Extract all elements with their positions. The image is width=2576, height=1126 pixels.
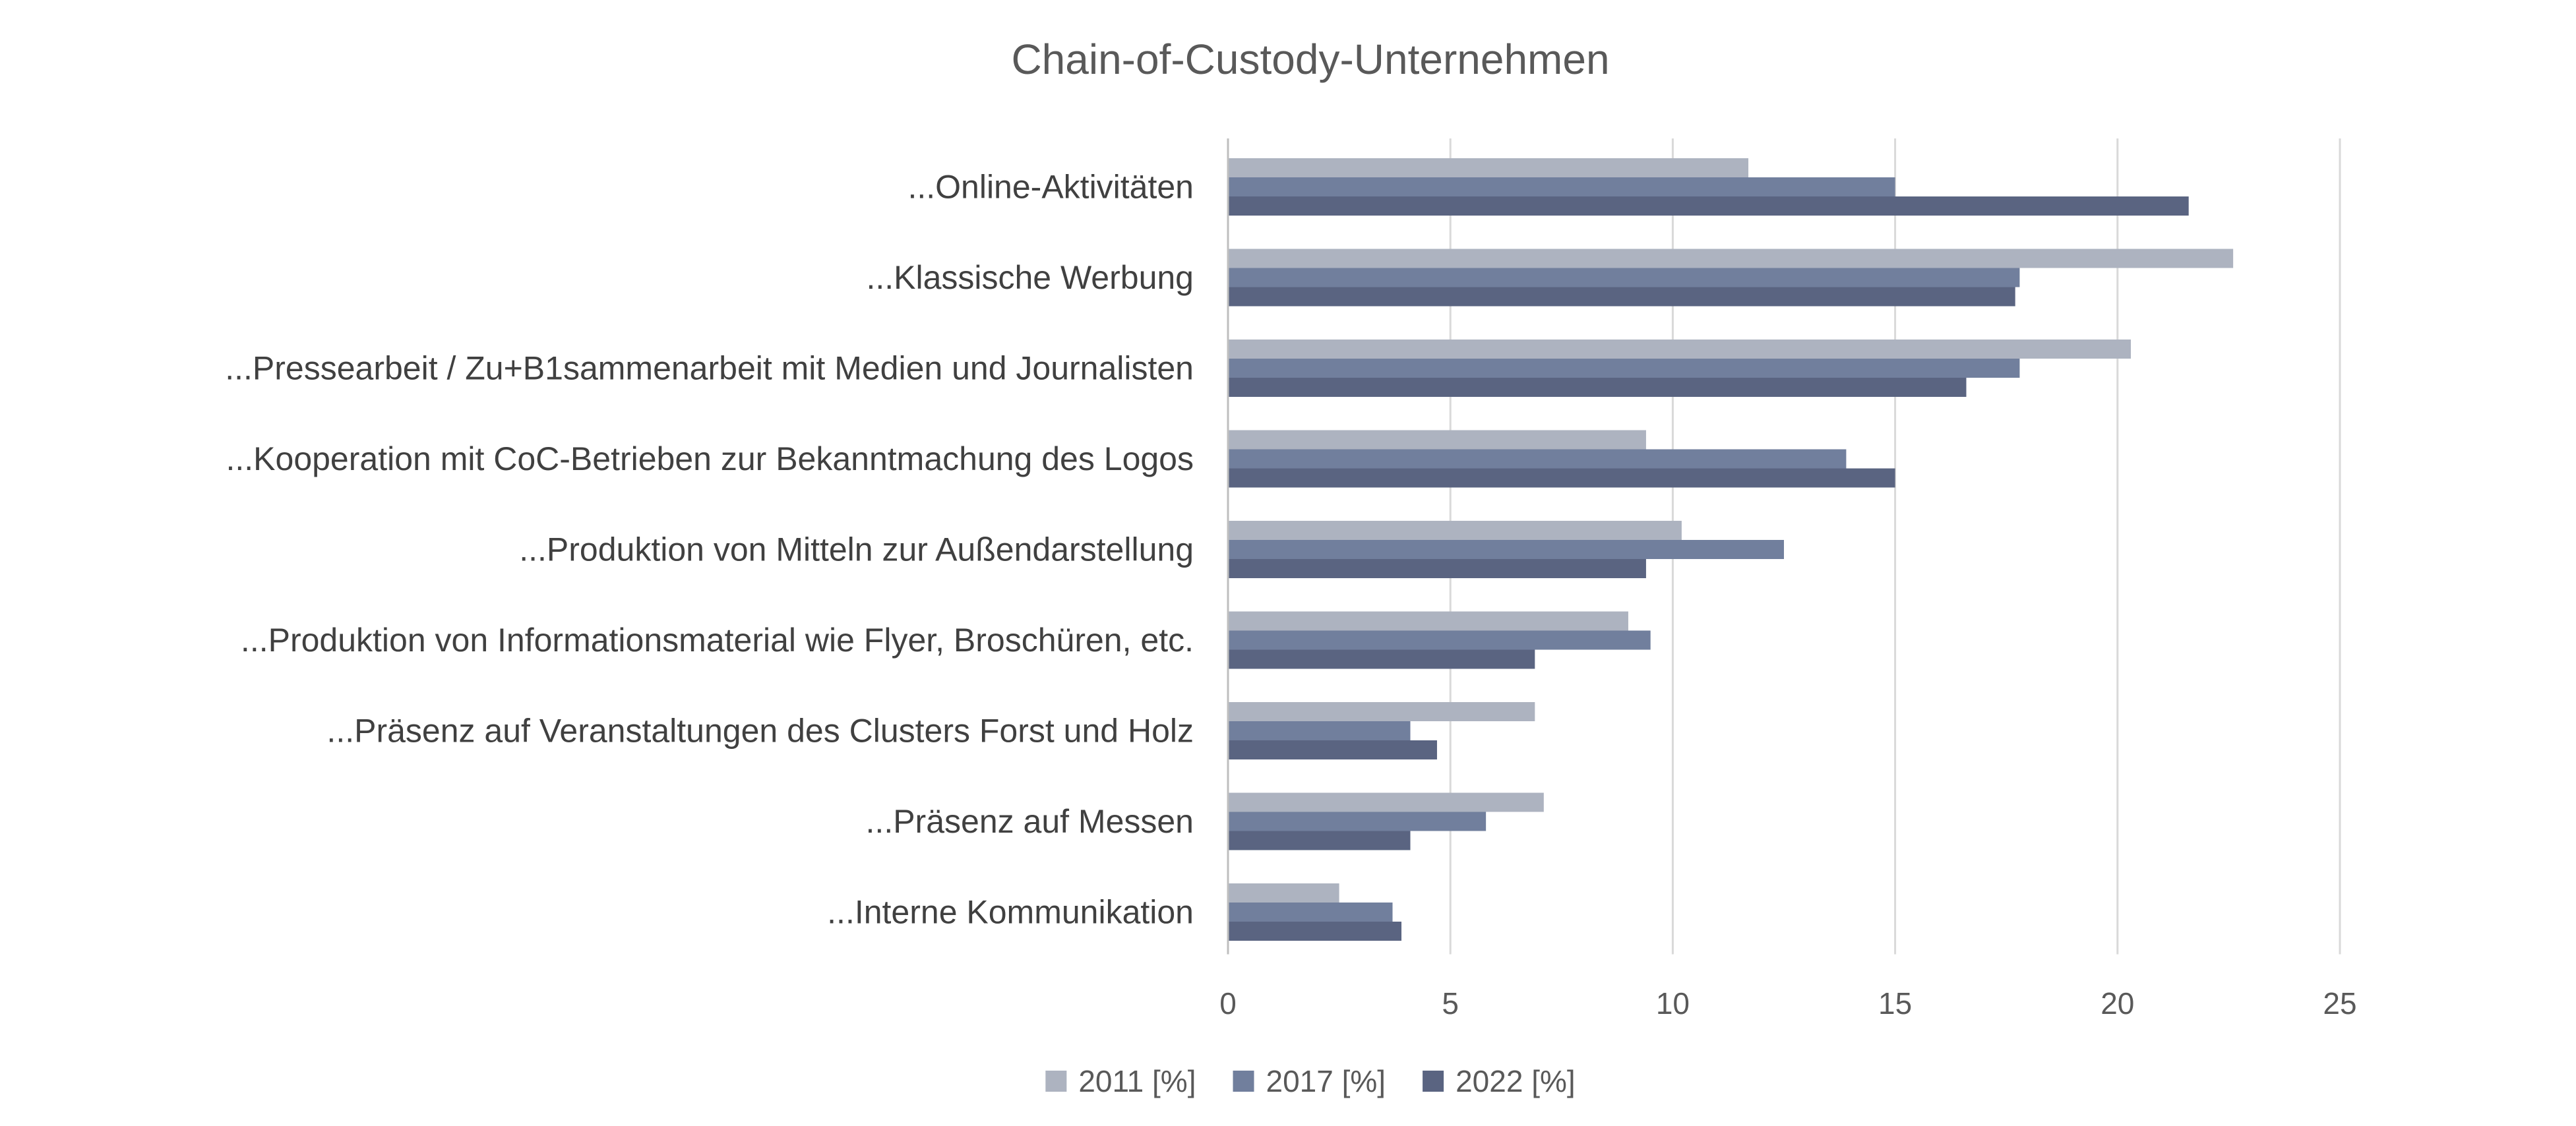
- bar-3-series-2: [1228, 359, 2020, 378]
- legend-swatch-1: [1045, 1071, 1067, 1092]
- bars: [1228, 158, 2234, 941]
- category-label-2: ...Klassische Werbung: [866, 259, 1194, 296]
- bar-7-series-1: [1228, 702, 1535, 721]
- category-label-4: ...Kooperation mit CoC-Betrieben zur Bek…: [226, 440, 1194, 477]
- bar-4-series-3: [1228, 468, 1895, 488]
- bar-8-series-3: [1228, 831, 1411, 850]
- x-axis-ticks: 0 5 10 15 20 25: [1219, 986, 2356, 1021]
- category-label-1: ...Online-Aktivitäten: [907, 169, 1194, 206]
- legend-swatch-3: [1423, 1071, 1444, 1092]
- bar-2-series-2: [1228, 268, 2020, 287]
- bar-4-series-1: [1228, 430, 1646, 450]
- bar-8-series-1: [1228, 792, 1544, 812]
- x-tick-label-10: 10: [1656, 986, 1690, 1021]
- legend-label-3: 2022 [%]: [1456, 1064, 1576, 1098]
- legend-item-3: 2022 [%]: [1423, 1064, 1576, 1098]
- x-tick-label-20: 20: [2101, 986, 2134, 1021]
- legend-label-1: 2011 [%]: [1078, 1064, 1196, 1098]
- bar-7-series-2: [1228, 721, 1411, 740]
- bar-9-series-2: [1228, 903, 1393, 922]
- legend: 2011 [%] 2017 [%] 2022 [%]: [1045, 1064, 1576, 1098]
- category-label-9: ...Interne Kommunikation: [827, 894, 1194, 931]
- bar-5-series-2: [1228, 540, 1784, 559]
- bar-1-series-1: [1228, 158, 1749, 177]
- x-tick-label-5: 5: [1442, 986, 1459, 1021]
- legend-label-2: 2017 [%]: [1266, 1064, 1386, 1098]
- bar-2-series-1: [1228, 249, 2234, 268]
- chart-title: Chain-of-Custody-Unternehmen: [1011, 36, 1609, 83]
- bar-1-series-3: [1228, 196, 2189, 216]
- bar-6-series-1: [1228, 611, 1628, 631]
- bar-4-series-2: [1228, 449, 1847, 469]
- x-tick-label-25: 25: [2323, 986, 2356, 1021]
- bar-5-series-1: [1228, 521, 1682, 540]
- category-label-7: ...Präsenz auf Veranstaltungen des Clust…: [326, 713, 1194, 750]
- category-label-6: ...Produktion von Informationsmaterial w…: [241, 622, 1194, 659]
- bar-2-series-3: [1228, 287, 2015, 307]
- x-tick-label-15: 15: [1878, 986, 1912, 1021]
- category-label-5: ...Produktion von Mitteln zur Außendarst…: [519, 531, 1194, 568]
- bar-3-series-1: [1228, 340, 2131, 359]
- x-tick-label-0: 0: [1219, 986, 1237, 1021]
- bar-5-series-3: [1228, 559, 1646, 578]
- bar-8-series-2: [1228, 812, 1487, 831]
- bar-1-series-2: [1228, 177, 1895, 196]
- legend-item-1: 2011 [%]: [1045, 1064, 1196, 1098]
- bar-6-series-2: [1228, 630, 1651, 650]
- bar-9-series-1: [1228, 883, 1339, 903]
- legend-swatch-2: [1233, 1071, 1254, 1092]
- category-label-3: ...Pressearbeit / Zu+B1sammenarbeit mit …: [225, 350, 1194, 387]
- category-label-8: ...Präsenz auf Messen: [866, 803, 1194, 840]
- category-labels: ...Online-Aktivitäten ...Klassische Werbu…: [225, 169, 1194, 931]
- bar-9-series-3: [1228, 922, 1402, 941]
- bar-6-series-3: [1228, 649, 1535, 669]
- bar-7-series-3: [1228, 740, 1437, 759]
- legend-item-2: 2017 [%]: [1233, 1064, 1386, 1098]
- bar-3-series-3: [1228, 378, 1967, 397]
